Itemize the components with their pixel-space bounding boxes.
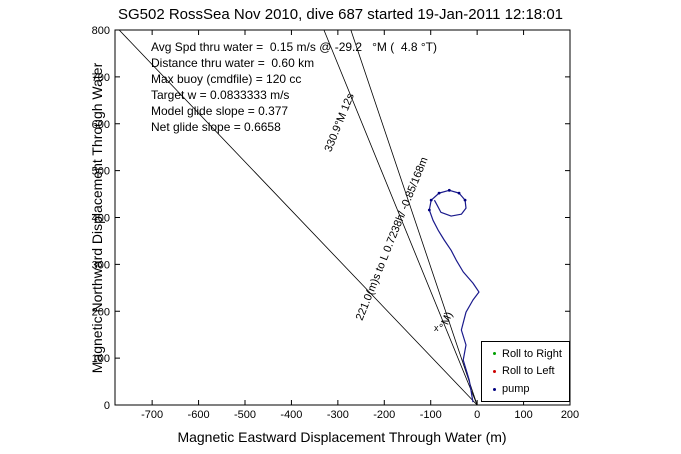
stats-line-target-w: Target w = 0.0833333 m/s (151, 88, 290, 102)
guide-line (118, 29, 478, 406)
y-tick-label: 200 (92, 306, 110, 318)
stats-line-avg-speed: Avg Spd thru water = 0.15 m/s @ -29.2 °M… (151, 40, 438, 54)
pump-marker (427, 208, 431, 212)
legend-marker-pump (493, 387, 496, 391)
x-tick-label: -700 (141, 409, 163, 421)
x-tick-label: 200 (561, 409, 579, 421)
pump-marker (457, 191, 461, 195)
y-tick-label: 0 (104, 400, 110, 412)
x-tick-label: -500 (234, 409, 256, 421)
x-tick-label: -400 (280, 409, 302, 421)
legend-marker-roll-to-left (493, 369, 496, 373)
y-tick-label: 300 (92, 259, 110, 271)
guide-line (350, 29, 478, 406)
pump-marker (447, 188, 451, 192)
y-tick-label: 700 (92, 72, 110, 84)
x-tick-label: -100 (420, 409, 442, 421)
y-tick-label: 500 (92, 166, 110, 178)
rotated-annotation: °M) (438, 310, 456, 330)
x-axis-label: Magnetic Eastward Displacement Through W… (177, 429, 507, 445)
legend-label-roll-to-left: Roll to Left (502, 365, 555, 378)
y-tick-label: 800 (92, 25, 110, 37)
legend-item-pump: pump (482, 383, 569, 395)
x-tick-label: -200 (373, 409, 395, 421)
pump-marker (437, 191, 441, 195)
stats-line-model-gs: Model glide slope = 0.377 (151, 104, 289, 118)
legend-item-roll-to-right: Roll to Right (482, 348, 569, 360)
stats-line-max-buoy: Max buoy (cmdfile) = 120 cc (151, 72, 302, 86)
legend-marker-roll-to-right (493, 352, 496, 356)
y-tick-label: 400 (92, 213, 110, 225)
guide-line (323, 29, 478, 406)
stats-line-net-gs: Net glide slope = 0.6658 (151, 120, 281, 134)
rotated-annotation: 221.0(m)s to L 0.7238h/ -0.85/168m (354, 155, 431, 322)
legend-item-roll-to-left: Roll to Left (482, 365, 569, 377)
x-tick-label: -300 (327, 409, 349, 421)
dive-stats-annotation: Avg Spd thru water = 0.15 m/s @ -29.2 °M… (151, 39, 437, 135)
y-axis-label: Magnetic Northward Displacement Through … (89, 62, 105, 374)
legend-label-roll-to-right: Roll to Right (502, 347, 562, 360)
legend: Roll to Right Roll to Left pump (481, 341, 570, 402)
y-tick-label: 600 (92, 119, 110, 131)
pump-marker (463, 198, 467, 202)
x-tick-label: 100 (514, 409, 532, 421)
x-marker: x (434, 323, 439, 333)
legend-label-pump: pump (502, 383, 530, 396)
stats-line-distance: Distance thru water = 0.60 km (151, 56, 315, 70)
y-tick-label: 100 (92, 353, 110, 365)
x-tick-label: -600 (188, 409, 210, 421)
x-tick-label: 0 (474, 409, 480, 421)
pump-marker (429, 198, 433, 202)
plot-title: SG502 RossSea Nov 2010, dive 687 started… (117, 6, 564, 23)
trajectory-path (428, 189, 480, 403)
